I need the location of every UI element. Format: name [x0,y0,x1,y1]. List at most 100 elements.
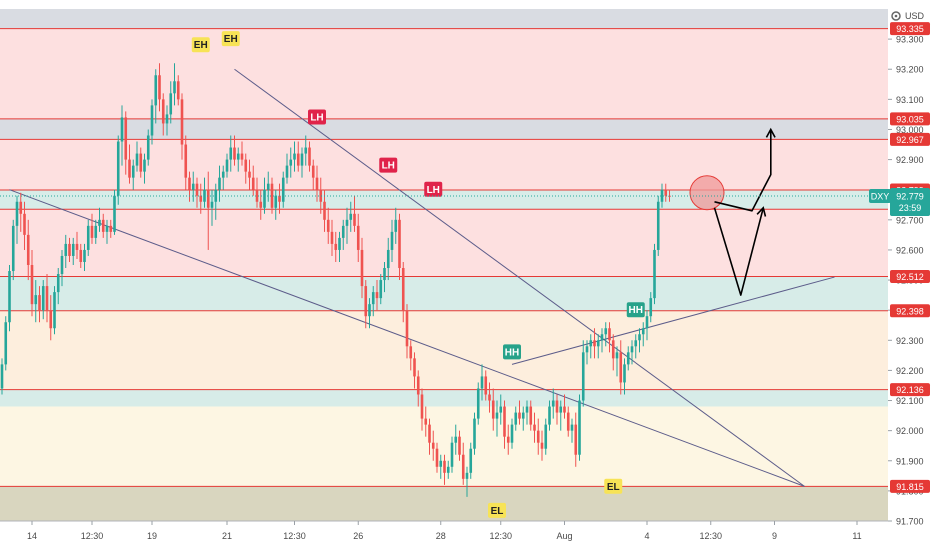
candle-body [450,442,454,467]
candle [244,153,248,184]
candle-body [529,406,533,425]
candle-body [113,195,116,232]
candle-body [615,352,619,359]
candle-body [623,364,626,383]
symbol-badge-text: DXY [871,192,890,202]
levels-layer [0,28,888,487]
price-tick-label: 93.200 [896,65,924,75]
annotations-layer[interactable] [689,127,776,296]
candle [518,400,521,425]
candle [176,75,180,106]
candle-body [619,352,623,383]
candle [68,237,71,262]
pattern-label: HH [503,344,521,360]
pattern-label-text: EL [491,506,504,517]
candle-body [143,159,146,172]
highlight-circle[interactable] [689,175,725,211]
candle [4,316,8,371]
time-axis[interactable]: 14 12:30 19 21 12:30 26 28 12:30 Aug 4 12:30 9 11 [0,520,888,550]
settings-icon[interactable] [891,11,901,21]
candle-body [345,219,349,226]
candle [570,418,574,443]
candle-body [326,219,330,232]
candle [240,141,244,166]
projection-arrow-down[interactable] [713,207,765,296]
candle [53,286,56,335]
candle-body [495,412,499,419]
candle-body [244,159,248,172]
candle [581,340,585,407]
candle [555,394,559,425]
candle-body [233,147,236,160]
candle [191,171,195,202]
candle [401,261,405,323]
candle-body [473,418,476,449]
candle-body [660,189,664,202]
trendline[interactable] [511,276,835,365]
candle-body [386,249,390,269]
candle [371,286,375,317]
candle-body [431,442,435,449]
projection-arrow-up[interactable] [714,129,772,212]
candle-body [195,183,199,196]
candle-body [184,144,188,178]
candle-body [491,400,495,419]
candle-body [424,418,428,425]
candle [11,219,15,281]
candle [435,442,439,473]
candle [375,280,379,311]
candle [199,183,203,214]
candle [563,394,566,419]
candle-body [499,406,503,413]
candle-body [435,448,439,467]
candle-body [79,249,83,262]
candle-body [664,189,668,196]
candle [41,280,45,320]
candle-body [634,340,638,347]
candle [649,292,653,323]
price-tick-label: 93.000 [896,125,924,135]
candle-body [443,460,446,473]
candle-body [536,430,540,443]
candle-body [296,153,300,166]
candle [465,466,469,497]
candle [431,430,435,461]
candle-body [525,406,529,413]
candle-body [236,153,240,160]
pattern-label-box [379,157,398,173]
candle-body [570,424,574,431]
zone-band [0,276,888,311]
candle [413,352,416,389]
price-tick-label: 91.700 [896,517,924,527]
candle [165,105,169,136]
candle-body [188,177,191,190]
trendline[interactable] [234,68,805,487]
candle [308,141,311,172]
candle [510,418,514,449]
candle-body [341,225,345,238]
candle-body [338,237,341,250]
pattern-label: EH [221,31,240,47]
candle-body [120,117,124,142]
candle [409,340,413,371]
candle-body [146,135,150,160]
candle-body [45,286,49,311]
candle [484,370,488,401]
candle-body [259,201,263,208]
candle-body [401,268,405,311]
price-axis[interactable]: USD 93.30093.20093.10093.00092.90092.800… [888,0,932,550]
candle-body [218,177,221,190]
pattern-label-box [488,502,506,518]
candle [623,358,626,395]
candle-body [480,376,484,389]
candle-body [68,243,71,256]
candle-body [645,316,649,329]
candle-body [653,249,656,299]
candle [184,135,188,190]
candle-body [263,189,266,208]
candle [634,334,638,359]
candle [338,231,341,262]
candle-body [484,376,488,395]
candle [424,406,428,437]
